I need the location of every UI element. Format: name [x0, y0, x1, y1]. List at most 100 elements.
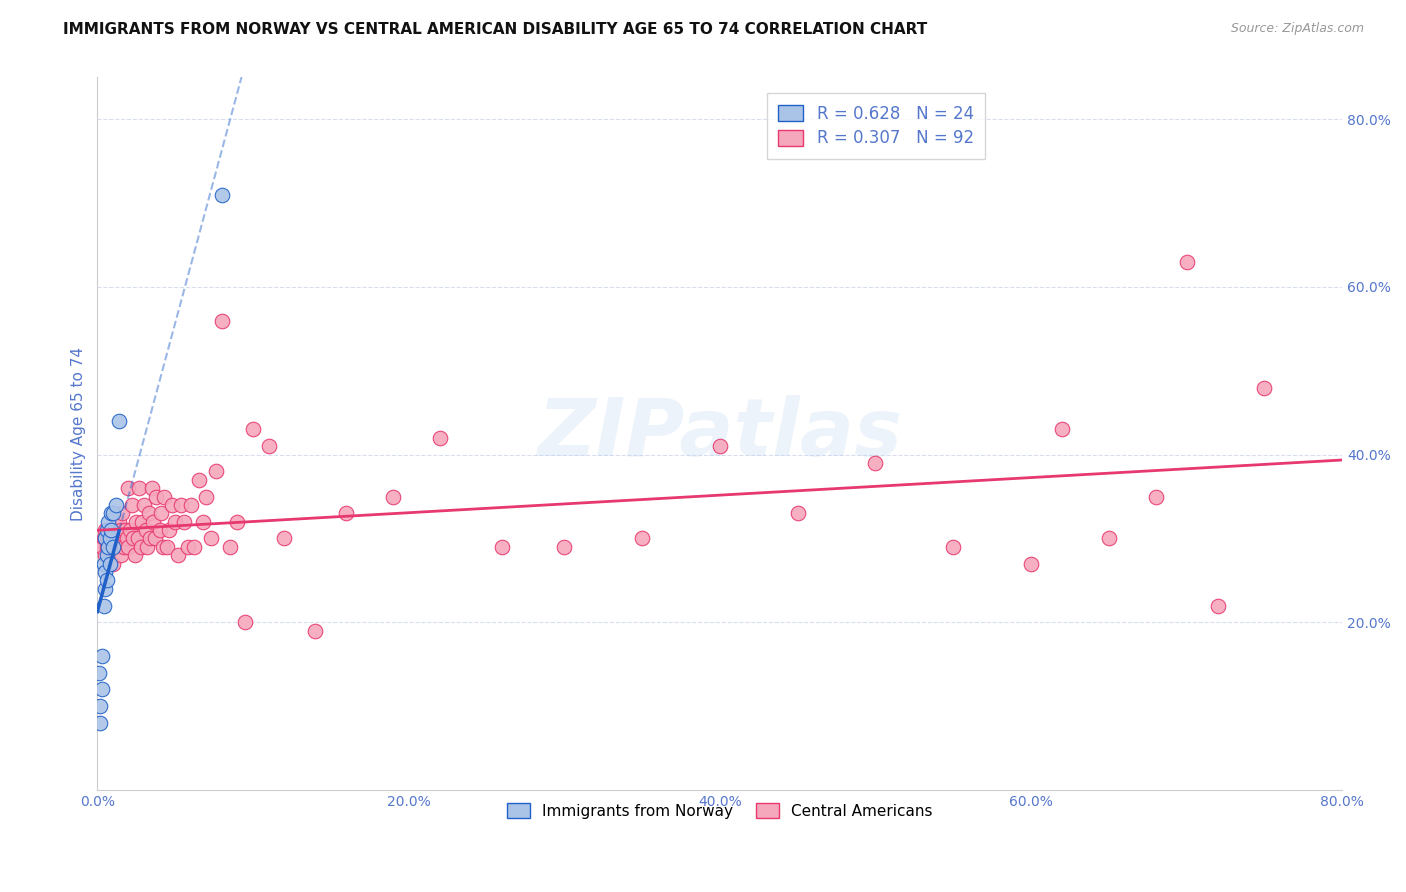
Point: [91, 540, 114, 554]
Point: [110, 548, 132, 562]
Point: [108, 414, 131, 428]
Point: [152, 540, 174, 554]
Point: [121, 498, 143, 512]
Point: [173, 515, 195, 529]
Point: [98, 523, 121, 537]
Y-axis label: Disability Age 65 to 74: Disability Age 65 to 74: [72, 347, 86, 521]
Point: [96, 540, 118, 554]
Point: [142, 515, 165, 529]
Point: [105, 523, 128, 537]
Point: [98, 540, 121, 554]
Point: [100, 532, 122, 546]
Point: [1175, 255, 1198, 269]
Point: [98, 532, 121, 546]
Point: [200, 532, 222, 546]
Point: [96, 574, 118, 588]
Point: [96, 548, 118, 562]
Point: [143, 532, 166, 546]
Point: [165, 515, 187, 529]
Point: [94, 523, 117, 537]
Point: [1050, 422, 1073, 436]
Point: [129, 540, 152, 554]
Point: [218, 540, 240, 554]
Point: [111, 506, 134, 520]
Point: [1253, 380, 1275, 394]
Point: [118, 523, 141, 537]
Point: [97, 532, 120, 546]
Point: [149, 523, 172, 537]
Point: [187, 473, 209, 487]
Point: [91, 682, 114, 697]
Point: [786, 506, 808, 520]
Point: [942, 540, 965, 554]
Point: [110, 523, 132, 537]
Point: [93, 557, 115, 571]
Point: [156, 540, 179, 554]
Point: [101, 532, 124, 546]
Point: [105, 498, 128, 512]
Legend: Immigrants from Norway, Central Americans: Immigrants from Norway, Central American…: [501, 797, 939, 825]
Text: IMMIGRANTS FROM NORWAY VS CENTRAL AMERICAN DISABILITY AGE 65 TO 74 CORRELATION C: IMMIGRANTS FROM NORWAY VS CENTRAL AMERIC…: [63, 22, 928, 37]
Point: [193, 515, 215, 529]
Point: [131, 515, 153, 529]
Point: [124, 548, 146, 562]
Point: [103, 523, 125, 537]
Point: [101, 540, 124, 554]
Point: [491, 540, 513, 554]
Point: [96, 523, 118, 537]
Point: [145, 490, 167, 504]
Point: [138, 506, 160, 520]
Point: [103, 532, 125, 546]
Point: [136, 540, 159, 554]
Point: [100, 523, 122, 537]
Point: [1144, 490, 1167, 504]
Point: [204, 464, 226, 478]
Point: [125, 515, 148, 529]
Point: [132, 498, 155, 512]
Text: ZIPatlas: ZIPatlas: [537, 394, 903, 473]
Point: [553, 540, 575, 554]
Point: [107, 532, 129, 546]
Point: [335, 506, 357, 520]
Point: [273, 532, 295, 546]
Point: [117, 481, 139, 495]
Point: [101, 557, 124, 571]
Point: [117, 540, 139, 554]
Point: [91, 648, 114, 663]
Point: [304, 624, 326, 638]
Point: [429, 431, 451, 445]
Point: [141, 481, 163, 495]
Point: [631, 532, 654, 546]
Point: [865, 456, 887, 470]
Point: [157, 523, 180, 537]
Point: [100, 506, 122, 520]
Point: [1019, 557, 1042, 571]
Point: [170, 498, 193, 512]
Point: [257, 439, 280, 453]
Point: [1098, 532, 1121, 546]
Point: [382, 490, 405, 504]
Point: [112, 540, 135, 554]
Point: [135, 523, 157, 537]
Point: [233, 615, 256, 630]
Point: [97, 540, 120, 554]
Point: [211, 187, 233, 202]
Point: [89, 715, 111, 730]
Point: [150, 506, 173, 520]
Point: [93, 599, 115, 613]
Point: [101, 540, 124, 554]
Point: [97, 515, 120, 529]
Point: [94, 548, 117, 562]
Point: [105, 540, 128, 554]
Point: [89, 699, 111, 714]
Point: [94, 582, 117, 596]
Point: [98, 557, 121, 571]
Point: [160, 498, 183, 512]
Point: [96, 532, 118, 546]
Point: [94, 565, 117, 579]
Point: [94, 532, 117, 546]
Point: [122, 532, 145, 546]
Point: [107, 540, 129, 554]
Point: [97, 548, 120, 562]
Point: [1206, 599, 1229, 613]
